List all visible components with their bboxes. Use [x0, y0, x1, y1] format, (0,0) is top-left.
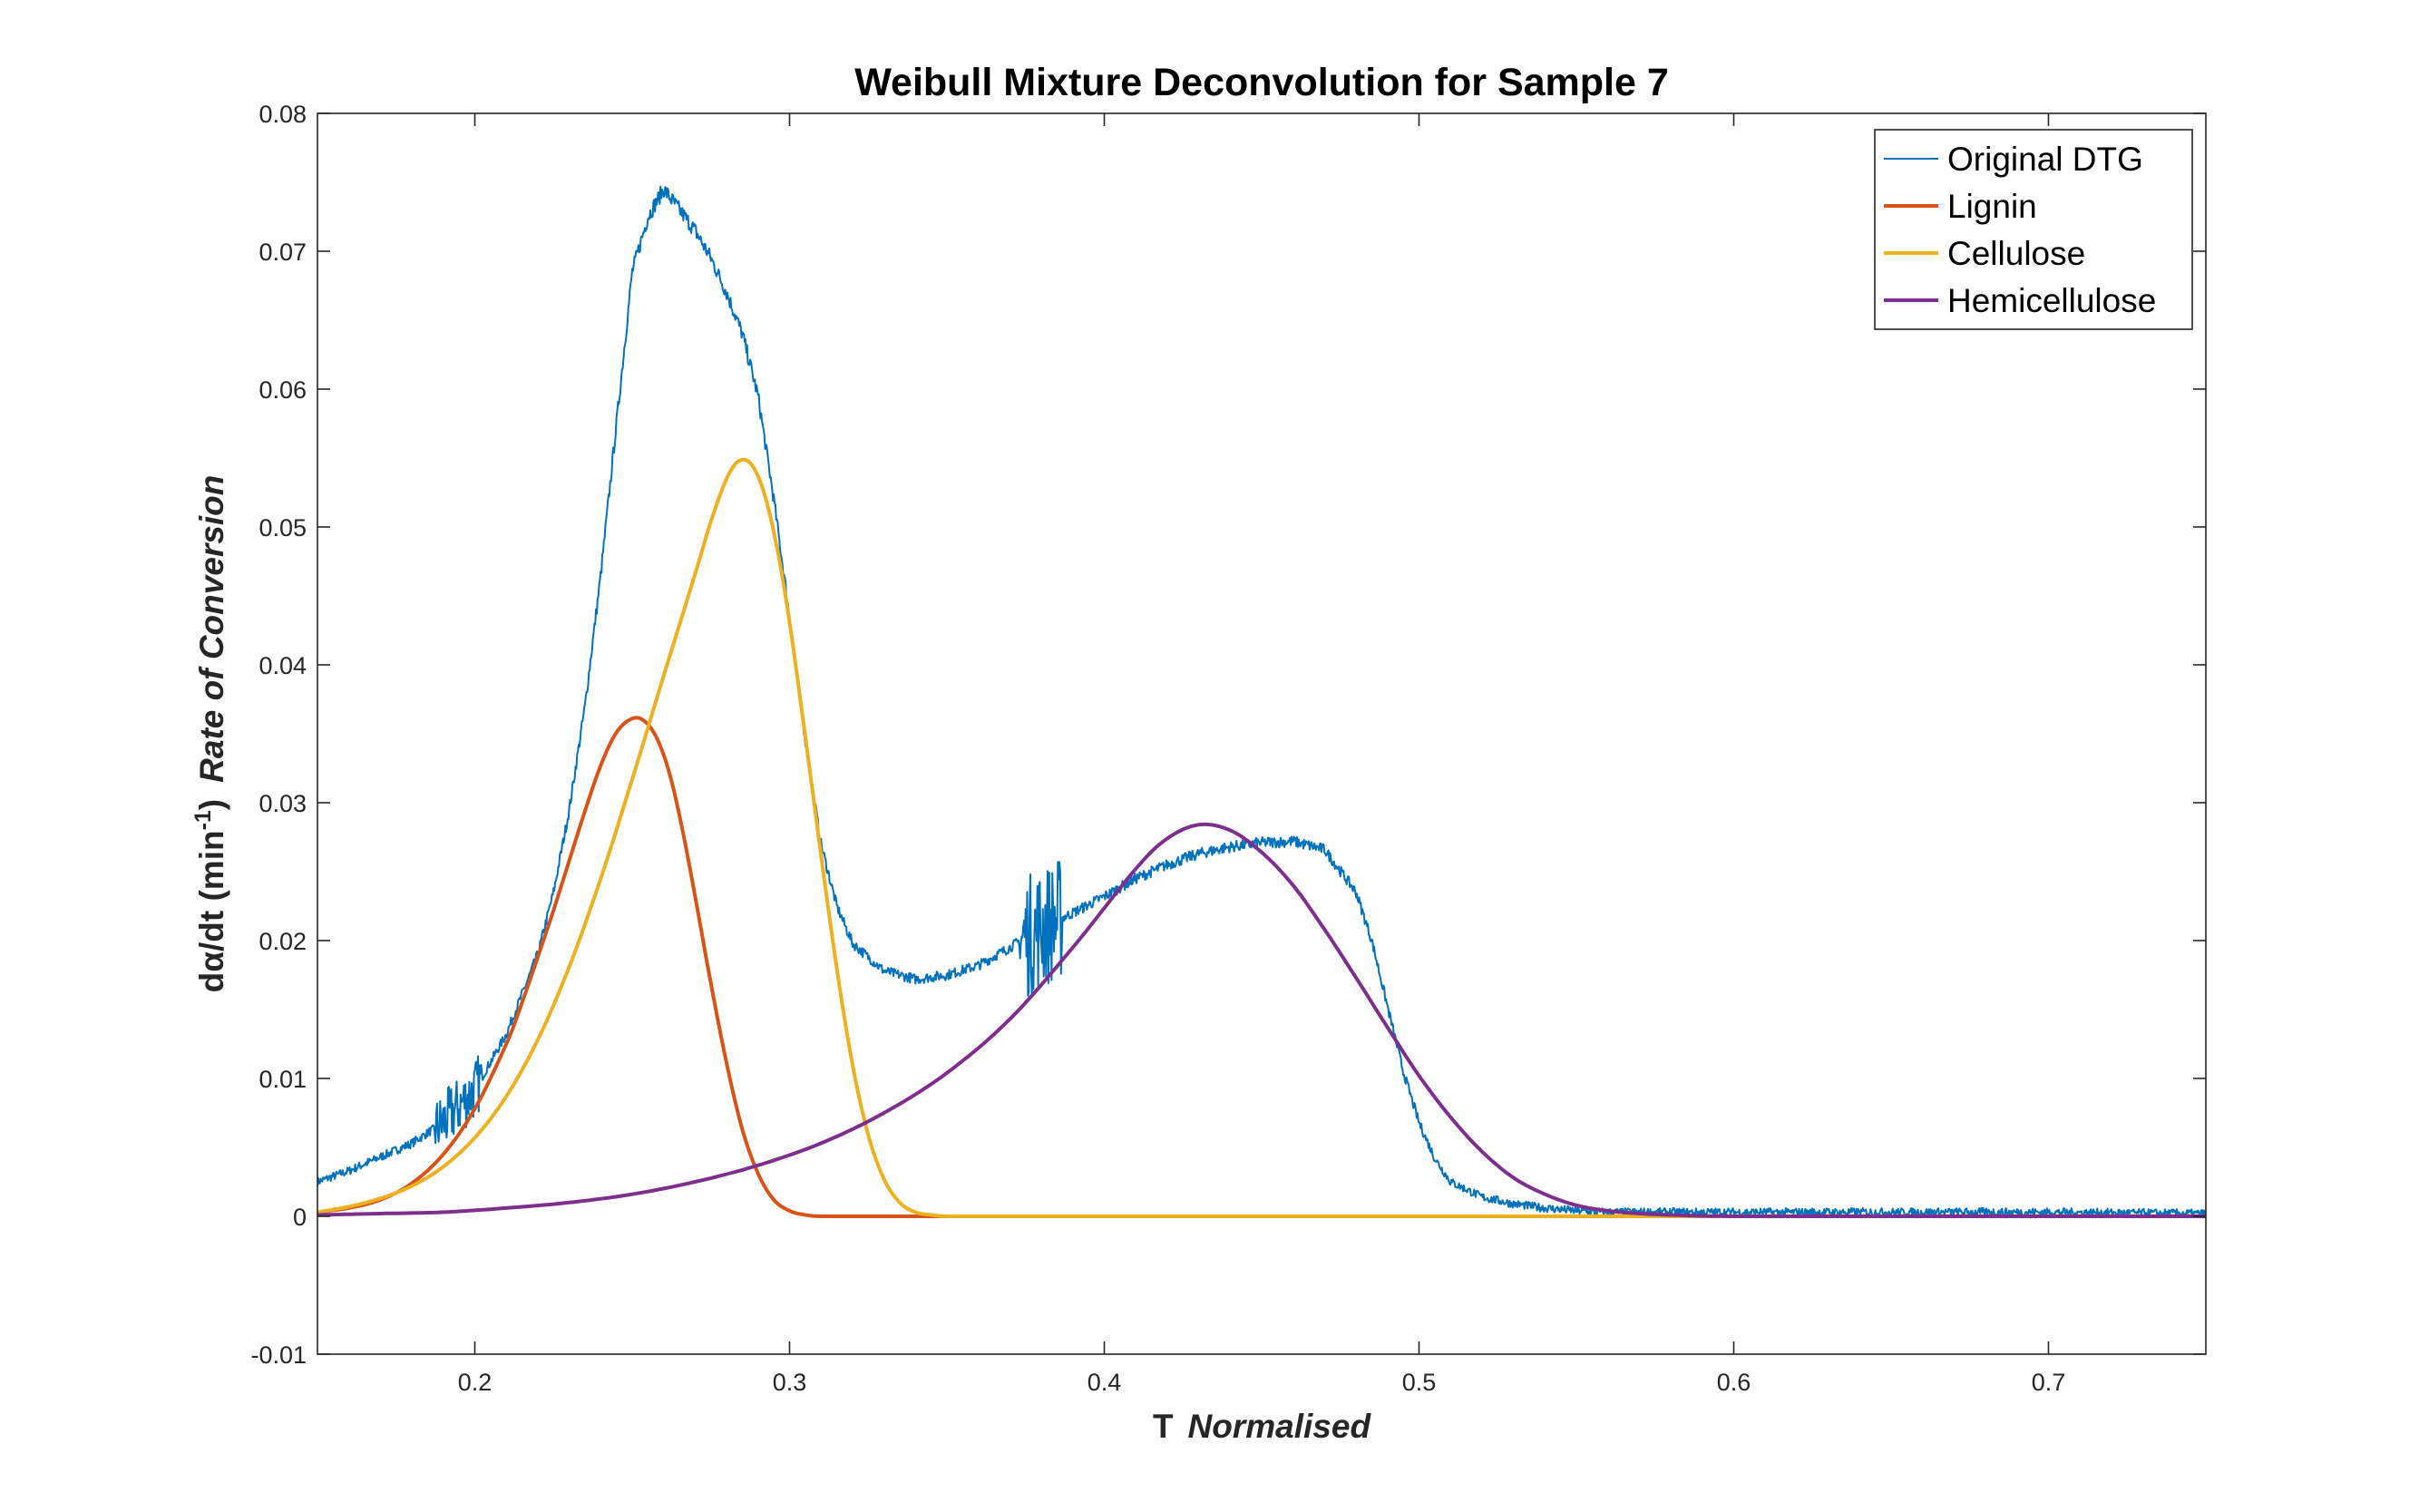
- x-tick-label: 0.5: [1402, 1369, 1437, 1396]
- y-tick-label: 0.07: [258, 239, 307, 266]
- x-tick-label: 0.4: [1088, 1369, 1122, 1396]
- series-line-lignin: [317, 716, 2206, 1218]
- x-axis-title: T Normalised: [1153, 1408, 1372, 1445]
- y-tick-label: 0.04: [258, 652, 307, 679]
- series-layer: [317, 185, 2206, 1219]
- y-tick-label: 0.01: [258, 1066, 307, 1093]
- x-tick-label: 0.3: [773, 1369, 807, 1396]
- x-axis-title-prefix: T: [1153, 1408, 1174, 1445]
- x-tick-label: 0.2: [458, 1369, 493, 1396]
- y-axis-title: dα/dt (min-1) Rate of Conversion: [190, 475, 230, 993]
- legend-label-cellulose: Cellulose: [1947, 235, 2085, 272]
- y-tick-label: 0.02: [258, 928, 307, 955]
- y-tick-label: 0.05: [258, 514, 307, 541]
- x-tick-label: 0.6: [1717, 1369, 1751, 1396]
- y-tick-label: 0.03: [258, 790, 307, 817]
- y-tick-label: 0.08: [258, 101, 307, 128]
- legend-label-original-dtg: Original DTG: [1947, 141, 2143, 178]
- chart-title: Weibull Mixture Deconvolution for Sample…: [854, 61, 1669, 104]
- legend-label-lignin: Lignin: [1947, 188, 2037, 225]
- y-tick-label: 0.06: [258, 376, 307, 404]
- y-axis-title-suffix: ): [193, 799, 230, 810]
- series-line-cellulose: [317, 457, 2206, 1218]
- y-axis-title-superscript: -1: [190, 810, 216, 830]
- y-axis-title-main: Rate of Conversion: [193, 475, 230, 783]
- x-tick-label: 0.7: [2032, 1369, 2066, 1396]
- y-tick-label: -0.01: [250, 1341, 307, 1369]
- y-tick-label: 0: [293, 1204, 307, 1231]
- y-axis-title-prefix: dα/dt (min: [193, 830, 230, 992]
- axes-box: [317, 112, 2207, 1355]
- legend-box: [1874, 129, 2193, 330]
- legend: Original DTG Lignin Cellulose Hemicellulose: [1874, 129, 2193, 330]
- x-axis-title-main: Normalised: [1188, 1408, 1372, 1445]
- series-line-original-dtg: [317, 185, 2206, 1219]
- ticks-layer: 0.2 0.3 0.4 0.5 0.6 0.7 -0.01 0 0.01 0.02 0.03 0.04…: [250, 101, 2206, 1396]
- legend-label-hemicellulose: Hemicellulose: [1947, 282, 2156, 319]
- axes-layer: [317, 112, 2207, 1355]
- series-line-hemicellulose: [317, 822, 2206, 1218]
